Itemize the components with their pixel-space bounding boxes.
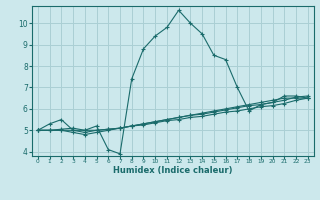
X-axis label: Humidex (Indice chaleur): Humidex (Indice chaleur) xyxy=(113,166,233,175)
